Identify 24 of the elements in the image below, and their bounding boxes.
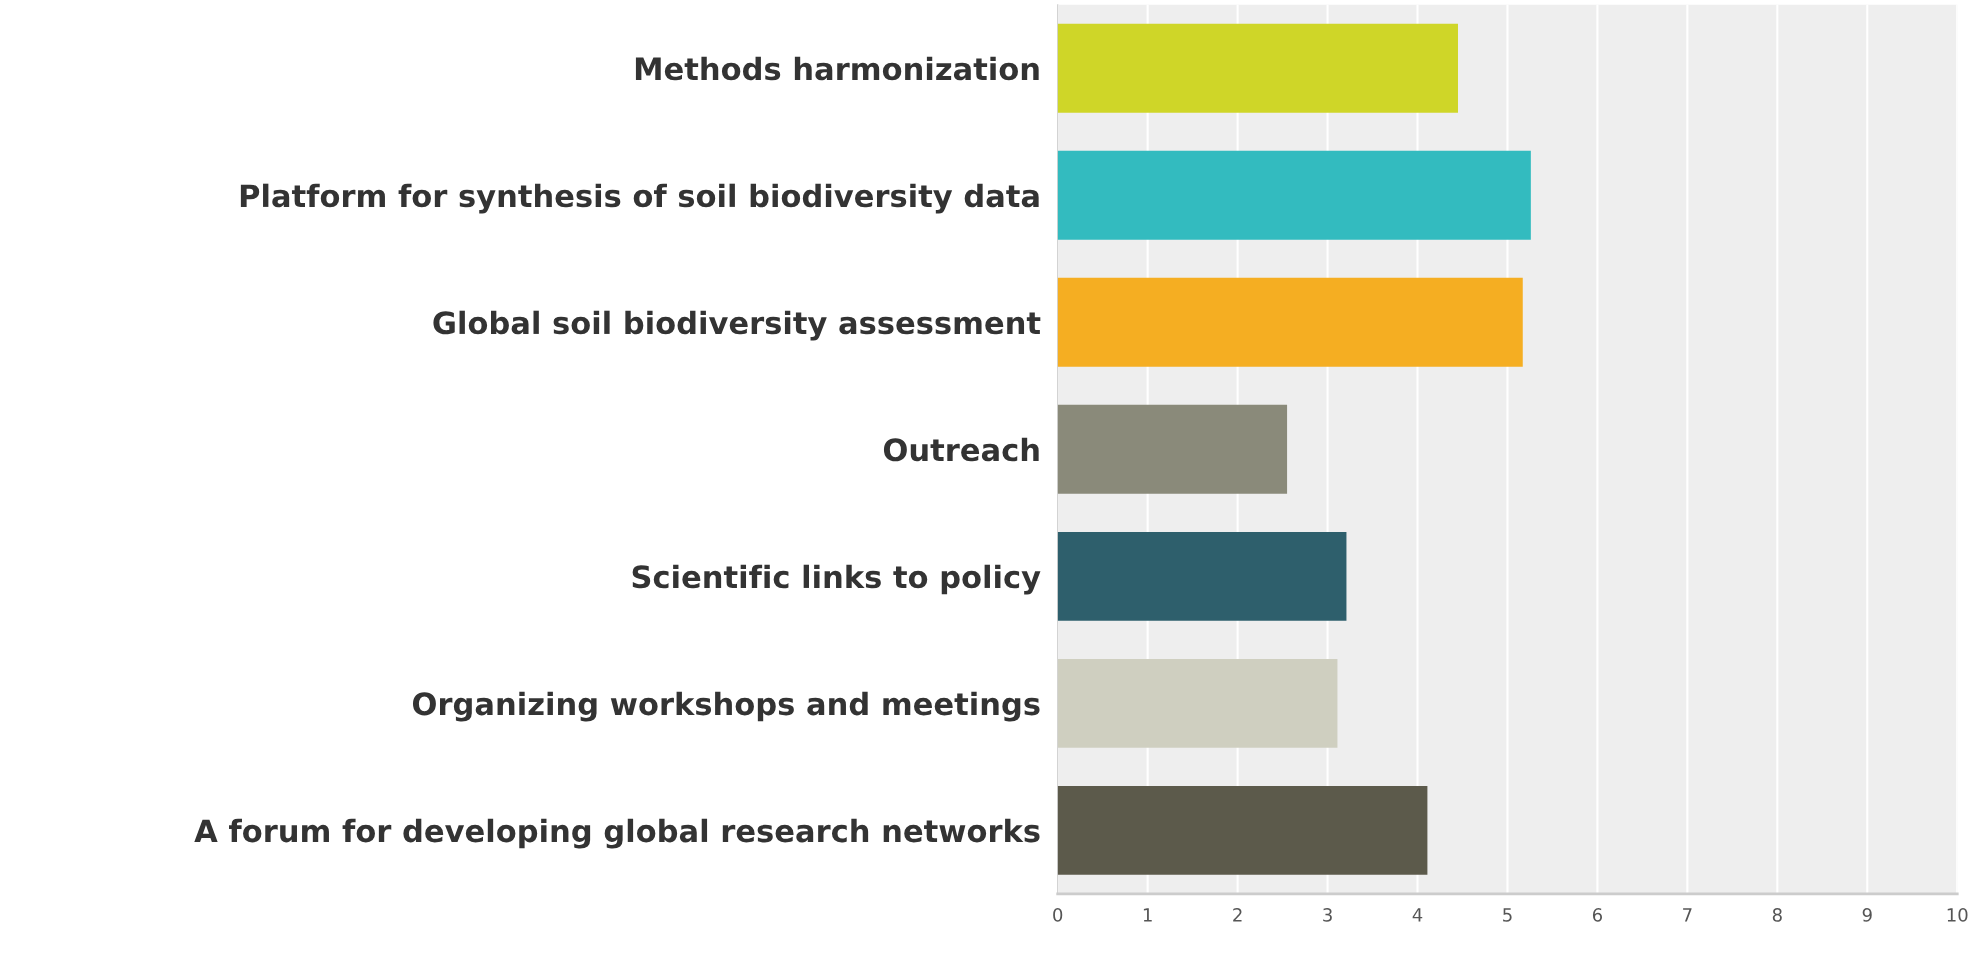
x-tick-label: 3 xyxy=(1323,908,1332,922)
x-tick-label: 2 xyxy=(1233,908,1242,922)
bar xyxy=(1057,23,1458,113)
x-tick-label: 9 xyxy=(1862,908,1872,922)
x-tick-label: 6 xyxy=(1592,908,1603,922)
y-tick-label: A forum for developing global research networks xyxy=(194,818,1040,849)
bar xyxy=(1057,785,1428,875)
y-tick-label: Platform for synthesis of soil biodiversity data xyxy=(240,183,1039,214)
bar xyxy=(1057,150,1531,240)
bar xyxy=(1057,404,1288,494)
x-tick-label: 1 xyxy=(1143,908,1152,922)
x-tick-label: 5 xyxy=(1503,908,1512,922)
y-tick-label: Methods harmonization xyxy=(635,56,1039,81)
bar xyxy=(1057,531,1347,621)
bar xyxy=(1057,277,1523,367)
y-tick-label: Scientific links to policy xyxy=(632,564,1041,595)
y-tick-label: Organizing workshops and meetings xyxy=(412,691,1040,722)
x-tick-label: 7 xyxy=(1683,908,1692,922)
x-tick-label: 4 xyxy=(1412,908,1423,922)
x-tick-label: 10 xyxy=(1947,908,1968,922)
y-tick-label: Outreach xyxy=(883,437,1039,462)
y-tick-label: Global soil biodiversity assessment xyxy=(433,310,1041,341)
x-tick-label: 0 xyxy=(1053,908,1063,922)
x-tick-label: 8 xyxy=(1772,908,1782,922)
